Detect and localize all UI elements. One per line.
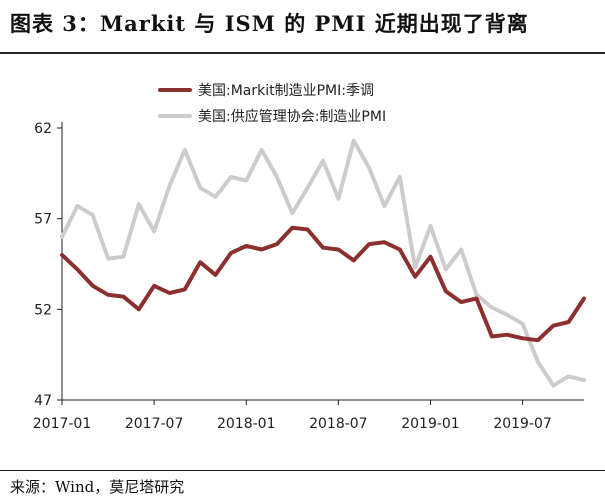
legend-label: 美国:供应管理协会:制造业PMI — [198, 108, 386, 125]
chart-title: 图表 3：Markit 与 ISM 的 PMI 近期出现了背离 — [10, 11, 529, 36]
y-axis: 47 52 57 62 — [34, 121, 63, 409]
title-divider — [0, 52, 605, 54]
x-tick-label: 2018-01 — [217, 416, 276, 432]
x-axis: 2017-01 2017-07 2018-01 2018-07 2019-01 2019-… — [33, 399, 584, 432]
markit-pmi-series-line — [60, 225, 586, 343]
footer-divider — [0, 470, 605, 471]
x-tick-label: 2019-07 — [493, 416, 552, 432]
x-tick-label: 2018-07 — [309, 416, 368, 432]
x-tick-label: 2017-01 — [33, 416, 92, 432]
y-tick-label: 62 — [34, 121, 52, 137]
x-tick-label: 2019-01 — [401, 416, 460, 432]
y-tick-label: 57 — [34, 212, 52, 228]
series-layer — [60, 138, 586, 388]
ism-pmi-series-line — [60, 138, 586, 388]
x-tick-label: 2017-07 — [125, 416, 184, 432]
y-tick-label: 47 — [34, 393, 52, 409]
source-note: 来源：Wind，莫尼塔研究 — [10, 478, 185, 496]
legend-label: 美国:Markit制造业PMI:季调 — [198, 83, 374, 99]
y-tick-label: 52 — [34, 302, 52, 318]
